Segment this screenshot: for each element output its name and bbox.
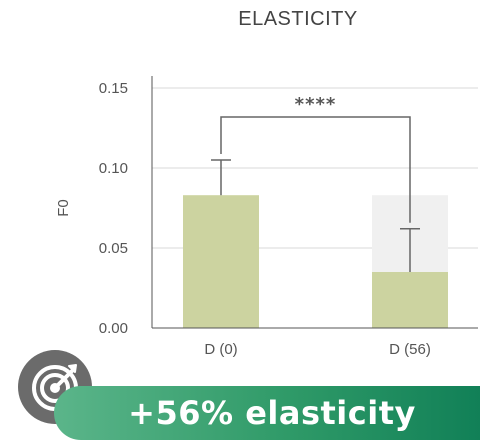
y-tick-label: 0.00 bbox=[99, 320, 128, 337]
x-tick-label: D (0) bbox=[204, 341, 237, 358]
x-tick-label: D (56) bbox=[389, 341, 431, 358]
bar bbox=[183, 195, 259, 328]
bar bbox=[372, 272, 448, 328]
banner-text: +56% elasticity bbox=[128, 394, 416, 432]
significance-bracket: **** bbox=[220, 94, 411, 223]
chart-title: ELASTICITY bbox=[238, 8, 358, 30]
result-banner: +56% elasticity bbox=[54, 386, 480, 440]
significance-line bbox=[220, 116, 411, 223]
y-tick-labels: 0.00 0.05 0.10 0.15 bbox=[99, 80, 128, 337]
y-tick-label: 0.15 bbox=[99, 80, 128, 97]
significance-label: **** bbox=[295, 94, 337, 115]
y-axis-label: F0 bbox=[55, 199, 72, 217]
y-tick-label: 0.05 bbox=[99, 240, 128, 257]
bars bbox=[183, 159, 448, 328]
y-tick-label: 0.10 bbox=[99, 160, 128, 177]
x-tick-labels: D (0) D (56) bbox=[204, 341, 431, 358]
